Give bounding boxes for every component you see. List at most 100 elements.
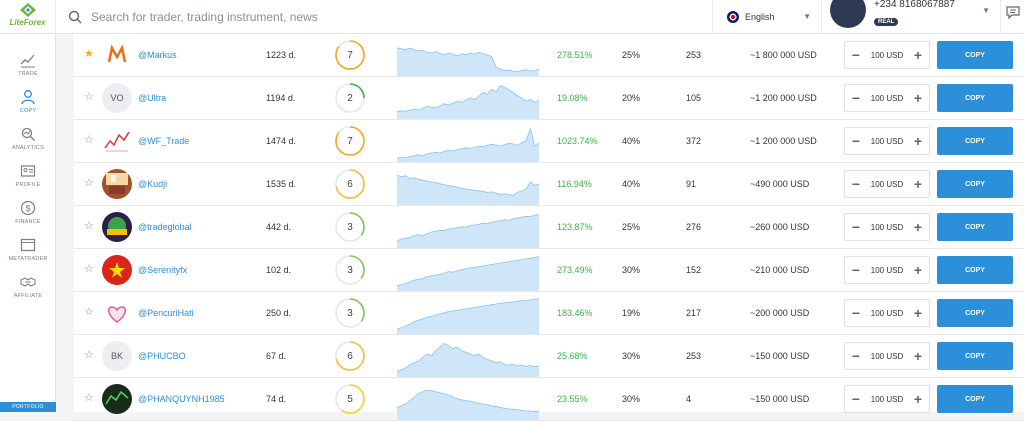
copy-button[interactable]: COPY: [937, 342, 1013, 370]
trader-avatar[interactable]: [102, 384, 132, 414]
user-menu[interactable]: +234 8168067887 REAL ▼: [822, 0, 1000, 34]
minus-icon[interactable]: −: [851, 262, 861, 278]
trader-avatar[interactable]: [102, 126, 132, 156]
trader-name-link[interactable]: @Serenityfx: [138, 265, 188, 275]
plus-icon[interactable]: +: [913, 176, 923, 192]
trader-name-link[interactable]: @Kudji: [138, 179, 168, 189]
table-row[interactable]: ☆ @PHANQUYNH1985 74 d. 5 23.55% 30% 4 ~150 000 …: [74, 378, 1024, 421]
minus-icon[interactable]: −: [851, 348, 861, 364]
minus-icon[interactable]: −: [851, 219, 861, 235]
copy-button[interactable]: COPY: [937, 385, 1013, 413]
trader-name-link[interactable]: @WF_Trade: [138, 136, 190, 146]
favorite-star-icon[interactable]: ☆: [84, 134, 94, 146]
amount-stepper[interactable]: −100 USD +: [844, 213, 930, 241]
language-selector[interactable]: English ▼: [712, 0, 822, 34]
trader-avatar[interactable]: [102, 212, 132, 242]
favorite-star-icon[interactable]: ☆: [84, 306, 94, 318]
amount-stepper[interactable]: −100 USD +: [844, 342, 930, 370]
amount-input[interactable]: 100 USD: [870, 93, 904, 103]
table-row[interactable]: ☆ @PencuriHati 250 d. 3 183.46% 19% 217 ~200 00…: [74, 292, 1024, 335]
copy-button[interactable]: COPY: [937, 84, 1013, 112]
minus-icon[interactable]: −: [851, 90, 861, 106]
trading-days: 67 d.: [266, 351, 287, 361]
trader-name-link[interactable]: @tradeglobal: [138, 222, 192, 232]
favorite-star-icon[interactable]: ☆: [84, 220, 94, 232]
plus-icon[interactable]: +: [913, 90, 923, 106]
trader-name-link[interactable]: @PHANQUYNH1985: [138, 394, 225, 404]
sidebar-item-analytics[interactable]: ANALYTICS: [0, 126, 56, 162]
favorite-star-icon[interactable]: ☆: [84, 263, 94, 275]
amount-stepper[interactable]: −100 USD +: [844, 256, 930, 284]
table-row[interactable]: ☆ VO @Ultra 1194 d. 2 19.08% 20% 105 ~1 200 000 …: [74, 77, 1024, 120]
portfolio-tab[interactable]: PORTFOLIO: [0, 402, 56, 412]
table-row[interactable]: ☆ BK @PHUCBO 67 d. 6 25.68% 30% 253 ~150 000 USD…: [74, 335, 1024, 378]
copy-button[interactable]: COPY: [937, 41, 1013, 69]
minus-icon[interactable]: −: [851, 47, 861, 63]
favorite-star-icon[interactable]: ☆: [84, 392, 94, 404]
plus-icon[interactable]: +: [913, 133, 923, 149]
trader-name-link[interactable]: @Markus: [138, 50, 177, 60]
copy-button[interactable]: COPY: [937, 299, 1013, 327]
table-row[interactable]: ☆ @Kudji 1535 d. 6 116.94% 40% 91 ~490 000 USD −…: [74, 163, 1024, 206]
trader-name-link[interactable]: @PHUCBO: [138, 351, 186, 361]
sidebar-item-copy[interactable]: COPY: [0, 89, 56, 125]
trader-avatar[interactable]: BK: [102, 341, 132, 371]
chevron-down-icon[interactable]: ▼: [982, 6, 990, 15]
sidebar-item-affiliate[interactable]: AFFILIATE: [0, 274, 56, 310]
trader-name-link[interactable]: @PencuriHati: [138, 308, 194, 318]
trader-avatar[interactable]: VO: [102, 83, 132, 113]
chat-button[interactable]: [1000, 0, 1024, 34]
amount-input[interactable]: 100 USD: [870, 351, 904, 361]
table-row[interactable]: ☆ @tradeglobal 442 d. 3 123.87% 25% 276 ~260 00…: [74, 206, 1024, 249]
amount-stepper[interactable]: −100 USD +: [844, 41, 930, 69]
avatar[interactable]: [830, 0, 866, 28]
trader-avatar[interactable]: [102, 255, 132, 285]
table-row[interactable]: ★ @Markus 1223 d. 7 278.51% 25% 253 ~1 800 000 …: [74, 34, 1024, 77]
amount-stepper[interactable]: −100 USD +: [844, 299, 930, 327]
plus-icon[interactable]: +: [913, 47, 923, 63]
trader-avatar[interactable]: [102, 169, 132, 199]
copy-button[interactable]: COPY: [937, 170, 1013, 198]
favorite-star-icon[interactable]: ☆: [84, 177, 94, 189]
copy-button[interactable]: COPY: [937, 213, 1013, 241]
minus-icon[interactable]: −: [851, 391, 861, 407]
amount-input[interactable]: 100 USD: [870, 222, 904, 232]
copy-button[interactable]: COPY: [937, 127, 1013, 155]
amount-stepper[interactable]: −100 USD +: [844, 170, 930, 198]
plus-icon[interactable]: +: [913, 219, 923, 235]
favorite-star-icon[interactable]: ★: [84, 48, 94, 60]
table-row[interactable]: ☆ @WF_Trade 1474 d. 7 1023.74% 40% 372 ~1 200 0…: [74, 120, 1024, 163]
trader-name-link[interactable]: @Ultra: [138, 93, 167, 103]
brand-logo[interactable]: LiteForex: [0, 0, 56, 34]
amount-input[interactable]: 100 USD: [870, 394, 904, 404]
plus-icon[interactable]: +: [913, 391, 923, 407]
sidebar-item-finance[interactable]: $ FINANCE: [0, 200, 56, 236]
amount-stepper[interactable]: −100 USD +: [844, 127, 930, 155]
amount-stepper[interactable]: −100 USD +: [844, 385, 930, 413]
amount-input[interactable]: 100 USD: [870, 50, 904, 60]
minus-icon[interactable]: −: [851, 305, 861, 321]
favorite-star-icon[interactable]: ☆: [84, 91, 94, 103]
sidebar-item-trade[interactable]: TRADE: [0, 52, 56, 88]
trader-avatar[interactable]: [102, 298, 132, 328]
plus-icon[interactable]: +: [913, 262, 923, 278]
search-input[interactable]: Search for trader, trading instrument, n…: [91, 10, 318, 24]
search-bar[interactable]: Search for trader, trading instrument, n…: [56, 0, 712, 34]
minus-icon[interactable]: −: [851, 176, 861, 192]
table-row[interactable]: ☆ @Serenityfx 102 d. 3 273.49% 30% 152 ~210 000…: [74, 249, 1024, 292]
favorite-star-icon[interactable]: ☆: [84, 349, 94, 361]
sidebar-item-profile[interactable]: PROFILE: [0, 163, 56, 199]
amount-input[interactable]: 100 USD: [870, 136, 904, 146]
profit-value: 25.68%: [557, 351, 588, 361]
amount-stepper[interactable]: −100 USD +: [844, 84, 930, 112]
plus-icon[interactable]: +: [913, 348, 923, 364]
amount-input[interactable]: 100 USD: [870, 308, 904, 318]
copy-button[interactable]: COPY: [937, 256, 1013, 284]
trader-avatar[interactable]: [102, 40, 132, 70]
drawdown-value: 30%: [622, 394, 641, 404]
minus-icon[interactable]: −: [851, 133, 861, 149]
amount-input[interactable]: 100 USD: [870, 179, 904, 189]
amount-input[interactable]: 100 USD: [870, 265, 904, 275]
sidebar-item-metatrader[interactable]: METATRADER: [0, 237, 56, 273]
plus-icon[interactable]: +: [913, 305, 923, 321]
